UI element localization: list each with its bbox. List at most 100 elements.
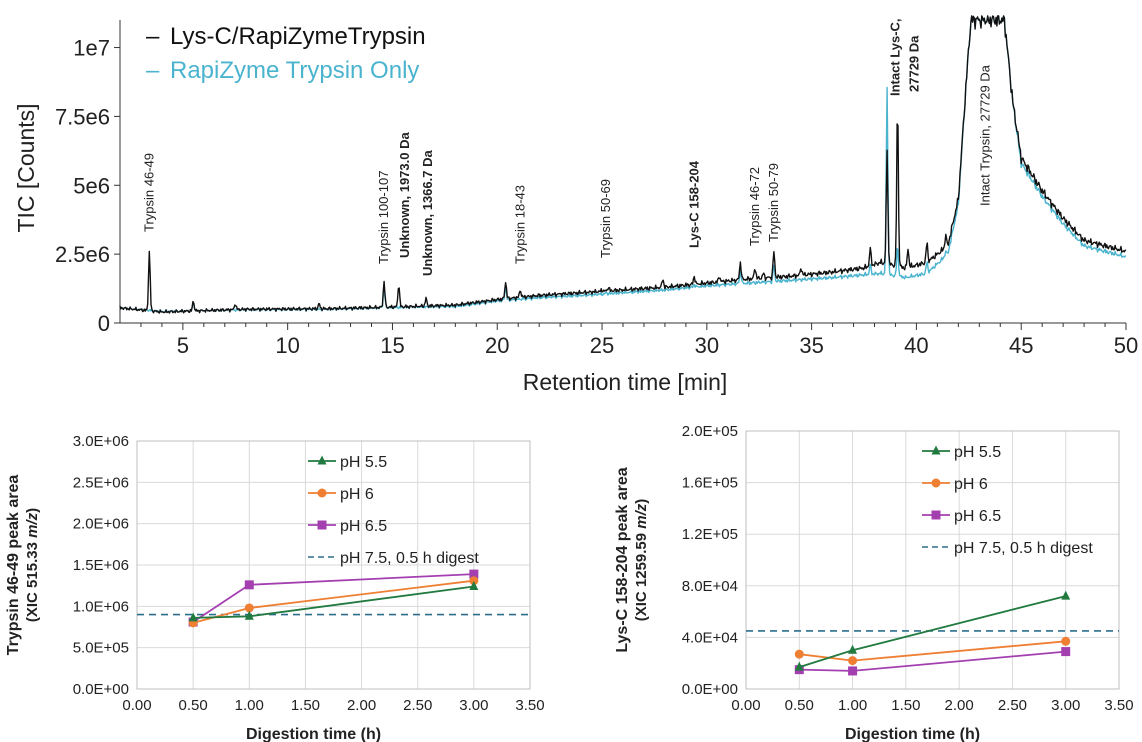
x-tick-label: 15 xyxy=(380,333,404,358)
y-tick-label: 7.5e6 xyxy=(55,104,110,129)
y-tick-label: 1.0E+06 xyxy=(73,598,129,615)
x-tick-label: 1.50 xyxy=(291,697,320,714)
x-axis-title: Digestion time (h) xyxy=(845,726,980,742)
marker-circle xyxy=(848,656,858,666)
x-tick-label: 5 xyxy=(177,333,189,358)
y-tick-label: 0.0E+00 xyxy=(682,681,738,698)
lysc-peak-area-chart: 0.00 0.50 1.00 1.50 2.00 2.50 3.00 3.50 0.0E+00 4… xyxy=(614,423,1134,742)
marker-square xyxy=(244,580,254,590)
marker-triangle xyxy=(188,612,198,622)
y-tick-label: 1.6E+05 xyxy=(682,475,738,492)
y-tick-label: 4.0E+04 xyxy=(682,629,738,646)
y-tick-label: 2.5e6 xyxy=(55,242,110,267)
marker-triangle xyxy=(848,644,858,654)
plot-frame xyxy=(136,440,531,690)
legend-label: pH 7.5, 0.5 h digest xyxy=(340,550,479,567)
marker-square xyxy=(317,520,327,530)
legend-label: pH 5.5 xyxy=(340,454,387,471)
x-tick-label: 1.00 xyxy=(838,697,867,714)
y-tick-label: 2.0E+05 xyxy=(682,423,738,440)
peak-annotation: Intact Trypsin, 27729 Da xyxy=(978,64,993,206)
x-tick-label: 40 xyxy=(904,333,928,358)
y-axis-title-suffix: ) xyxy=(24,508,41,513)
y-axis-title-line1: Trypsin 46-49 peak area xyxy=(5,475,22,656)
marker-triangle xyxy=(794,661,804,671)
x-tick-label: 0.50 xyxy=(785,697,814,714)
y-tick-label: 3.0E+06 xyxy=(73,433,129,450)
marker-circle xyxy=(244,603,254,613)
y-axis-title-line1: Lys-C 158-204 peak area xyxy=(614,467,631,652)
y-axis-title-prefix: (XIC 515.33 xyxy=(24,538,41,622)
peak-annotation: Lys-C 158-204 xyxy=(686,160,701,248)
marker-triangle xyxy=(317,455,327,465)
x-tick-label: 0.50 xyxy=(179,697,208,714)
legend-label: pH 5.5 xyxy=(954,444,1001,461)
x-axis-title: Digestion time (h) xyxy=(246,726,381,742)
legend-label: pH 6.5 xyxy=(954,508,1001,525)
peak-annotation: Intact Lys-C, xyxy=(888,18,903,96)
marker-circle xyxy=(794,649,804,659)
x-tick-label: 0.00 xyxy=(731,697,760,714)
marker-circle xyxy=(931,478,941,488)
peak-annotation: Trypsin 46-49 xyxy=(141,153,156,232)
y-tick-label: 1.5E+06 xyxy=(73,557,129,574)
series-line-ph-5-5 xyxy=(193,585,475,619)
x-tick-label: 25 xyxy=(590,333,614,358)
y-axis-title-prefix: (XIC 1259.59 xyxy=(633,529,650,622)
y-tick-label: 1.2E+05 xyxy=(682,526,738,543)
peak-annotation: Trypsin 50-69 xyxy=(598,179,613,258)
x-tick-label: 2.00 xyxy=(347,697,376,714)
x-tick-label: 3.00 xyxy=(459,697,488,714)
y-axis-title-suffix: ) xyxy=(633,499,650,504)
y-tick-label: 0 xyxy=(98,311,110,336)
x-tick-label: 2.50 xyxy=(998,697,1027,714)
marker-square xyxy=(469,569,479,579)
peak-annotation: Unknown, 1366.7 Da xyxy=(420,150,435,276)
legend-label: RapiZyme Trypsin Only xyxy=(170,57,419,84)
x-tick-label: 30 xyxy=(695,333,719,358)
x-tick-label: 0.00 xyxy=(122,697,151,714)
plot-frame xyxy=(745,430,1120,690)
peak-annotation: Trypsin 50-79 xyxy=(766,163,781,242)
legend-label: pH 7.5, 0.5 h digest xyxy=(954,540,1093,557)
y-axis-title-mz: m/z xyxy=(633,503,650,529)
tic-chromatogram-chart: 5 10 15 20 25 30 35 40 45 50 0 2.5e6 5e6 7.5e6 1e7 Rete… xyxy=(13,15,1138,395)
marker-square xyxy=(848,666,858,676)
marker-square xyxy=(931,510,941,520)
x-tick-label: 1.50 xyxy=(891,697,920,714)
x-tick-label: 20 xyxy=(485,333,509,358)
legend-label: pH 6 xyxy=(954,476,988,493)
peak-annotation: Trypsin 46-72 xyxy=(747,167,762,246)
y-tick-label: 5e6 xyxy=(73,173,110,198)
marker-triangle xyxy=(244,610,254,620)
y-axis-title: TIC [Counts] xyxy=(13,103,39,232)
marker-triangle xyxy=(931,445,941,455)
peak-annotation: Trypsin 100-107 xyxy=(376,171,391,264)
trace-lysc-rapizyme xyxy=(119,15,1127,314)
marker-circle xyxy=(317,488,327,498)
marker-circle xyxy=(469,576,479,586)
x-tick-label: 3.50 xyxy=(515,697,544,714)
y-axis-title-line2: (XIC 1259.59 m/z) xyxy=(633,499,650,622)
peak-annotation: Trypsin 18-43 xyxy=(512,185,527,264)
legend-marker: – xyxy=(146,23,160,50)
x-axis-title: Retention time [min] xyxy=(523,369,728,395)
y-tick-label: 0.0E+00 xyxy=(73,681,129,698)
legend-marker: – xyxy=(146,57,160,84)
y-tick-label: 1e7 xyxy=(73,36,110,61)
x-tick-label: 3.50 xyxy=(1104,697,1133,714)
y-tick-label: 8.0E+04 xyxy=(682,578,738,595)
trypsin-peak-area-chart: 0.00 0.50 1.00 1.50 2.00 2.50 3.00 3.50 0.0E+00 5… xyxy=(5,433,545,742)
x-tick-label: 50 xyxy=(1114,333,1138,358)
peak-annotation: 27729 Da xyxy=(906,35,921,92)
x-tick-label: 2.50 xyxy=(403,697,432,714)
peak-annotation: Unknown, 1973.0 Da xyxy=(397,132,412,258)
series-line-ph-6 xyxy=(799,640,1066,662)
x-tick-label: 3.00 xyxy=(1051,697,1080,714)
marker-triangle xyxy=(469,580,479,590)
x-tick-label: 45 xyxy=(1009,333,1033,358)
marker-circle xyxy=(1061,636,1071,646)
x-tick-label: 10 xyxy=(275,333,299,358)
y-axis-title-mz: m/z xyxy=(24,512,41,538)
